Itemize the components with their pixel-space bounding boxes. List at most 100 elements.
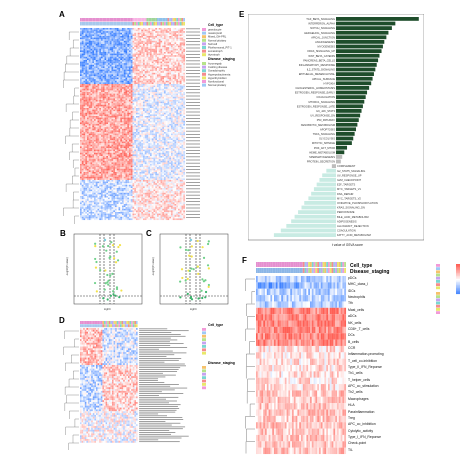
heat-cell [179, 64, 182, 67]
heat-cell [122, 76, 124, 78]
heat-cell [127, 72, 130, 75]
heat-cell [162, 133, 165, 136]
heat-cell [176, 56, 179, 59]
heat-cell [160, 132, 163, 134]
heat-cell [129, 31, 131, 33]
heat-cell [92, 108, 95, 110]
heat-cell [130, 77, 133, 80]
heat-cell [88, 146, 91, 149]
heat-cell [127, 140, 130, 142]
heat-cell [172, 116, 175, 118]
heat-cell [81, 106, 84, 109]
heat-cell [172, 151, 175, 153]
heat-cell [85, 125, 88, 128]
heat-cell [127, 87, 130, 89]
heat-cell [92, 154, 95, 157]
heat-cell [174, 154, 177, 157]
heat-cell [178, 53, 180, 56]
heat-cell [94, 48, 96, 51]
heat-cell [151, 156, 154, 158]
heat-cell [176, 148, 179, 150]
heat-cell [120, 116, 123, 118]
heat-cell [92, 92, 95, 94]
heat-cell [95, 112, 98, 115]
heat-cell [134, 29, 137, 32]
heat-cell [92, 61, 95, 64]
heat-cell [85, 130, 88, 133]
heat-cell [122, 132, 124, 134]
heat-cell [160, 124, 163, 126]
heat-cell [179, 148, 182, 150]
heat-cell [97, 93, 100, 96]
heat-cell [88, 156, 91, 158]
heat-cell [179, 72, 182, 75]
heat-cell [125, 79, 128, 81]
heat-cell [171, 116, 173, 118]
heat-cell [113, 149, 116, 152]
heat-cell [160, 96, 163, 99]
heat-cell [132, 66, 135, 69]
heat-cell [176, 135, 179, 137]
heat-cell [129, 29, 131, 32]
heat-cell [102, 98, 105, 101]
heat-cell [113, 88, 116, 91]
heat-cell [92, 34, 95, 37]
heat-cell [136, 40, 138, 43]
anno-cell [92, 22, 94, 26]
heat-cell [90, 63, 93, 65]
heat-cell [130, 138, 133, 141]
heat-cell [169, 117, 172, 120]
heat-cell [122, 104, 124, 107]
heat-cell [129, 148, 131, 150]
heat-cell [97, 79, 100, 81]
heat-cell [160, 37, 163, 40]
heat-cell [127, 48, 130, 51]
heat-cell [179, 87, 182, 89]
heat-cell [127, 79, 130, 81]
heat-cell [99, 42, 102, 45]
anno-cell [102, 22, 105, 26]
heat-cell [134, 130, 137, 133]
heat-cell [176, 52, 179, 54]
heat-cell [95, 144, 98, 147]
heat-cell [109, 39, 112, 41]
heat-cell [183, 64, 186, 67]
heat-cell [165, 95, 168, 97]
heat-cell [141, 104, 144, 107]
heat-cell [88, 103, 91, 105]
heat-cell [171, 156, 173, 158]
heat-cell [169, 40, 172, 43]
heat-cell [99, 138, 102, 141]
heat-cell [151, 56, 154, 59]
heat-cell [101, 100, 103, 102]
heat-cell [137, 45, 140, 48]
heat-cell [179, 109, 182, 112]
heat-cell [157, 119, 159, 121]
heat-cell [183, 63, 186, 65]
heat-cell [174, 149, 177, 152]
heat-cell [85, 37, 88, 40]
heat-cell [90, 79, 93, 81]
heat-cell [106, 64, 109, 67]
panel-label-f: F [242, 256, 247, 265]
heat-cell [169, 101, 172, 104]
heat-cell [115, 111, 117, 113]
heat-cell [109, 58, 112, 61]
heat-cell [115, 40, 117, 43]
heat-cell [83, 140, 86, 142]
heat-cell [169, 36, 172, 38]
heat-cell [90, 114, 93, 117]
heat-cell [164, 44, 166, 46]
heat-cell [162, 53, 165, 56]
heat-cell [164, 149, 166, 152]
heat-cell [116, 74, 119, 77]
heat-cell [160, 34, 163, 37]
anno-cell [122, 22, 124, 26]
heat-cell [167, 79, 170, 81]
heat-cell [157, 58, 159, 61]
heat-cell [109, 56, 112, 59]
heat-cell [150, 72, 152, 75]
heat-cell [148, 69, 151, 72]
heat-cell [137, 156, 140, 158]
heat-cell [120, 45, 123, 48]
